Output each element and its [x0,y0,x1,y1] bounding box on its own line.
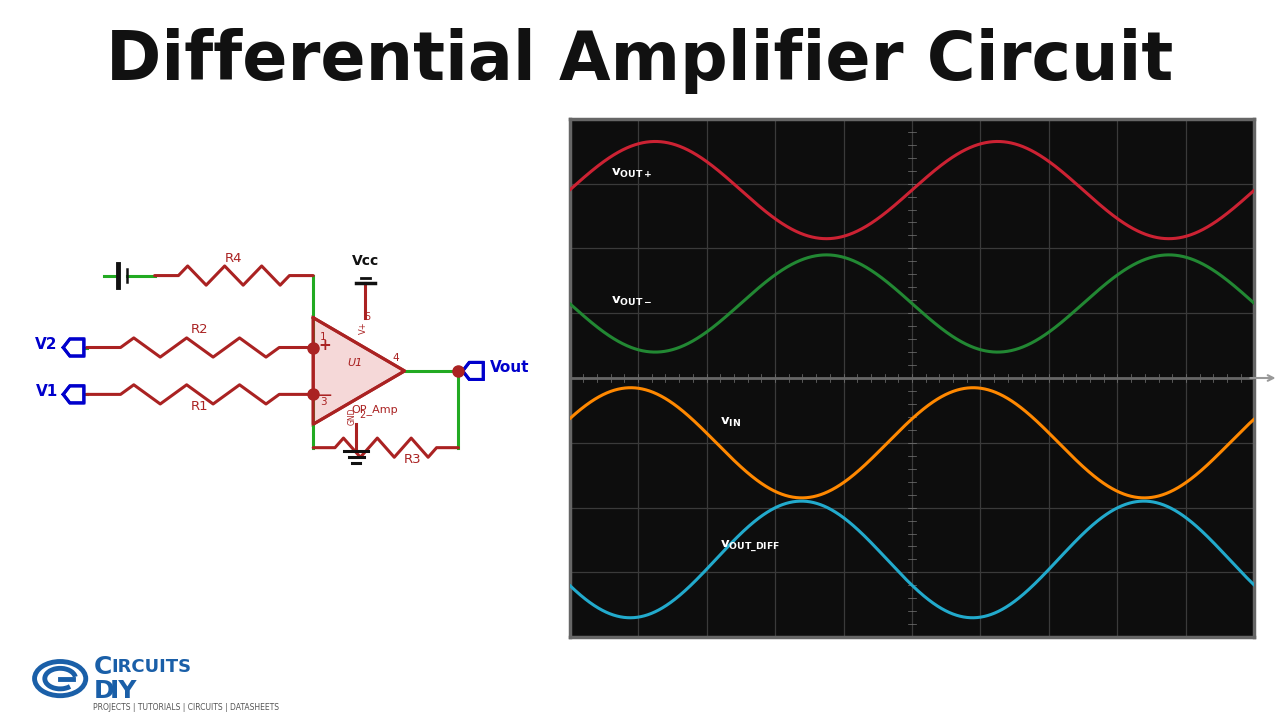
Text: R2: R2 [191,323,209,336]
Text: −: − [317,386,333,405]
Text: 5: 5 [365,312,370,323]
Text: GND: GND [348,408,357,425]
Text: Differential Amplifier Circuit: Differential Amplifier Circuit [106,27,1174,94]
Text: $\mathbf{v_{OUT\_DIFF}}$: $\mathbf{v_{OUT\_DIFF}}$ [721,539,781,554]
Text: R4: R4 [225,252,243,265]
Text: 3: 3 [320,397,326,407]
Text: OP_Amp: OP_Amp [352,404,398,415]
Text: 1: 1 [320,332,326,342]
Text: 2: 2 [358,410,365,420]
Text: R1: R1 [191,400,209,413]
Text: V2: V2 [36,338,58,352]
Text: $\mathbf{v_{IN}}$: $\mathbf{v_{IN}}$ [721,415,741,428]
Text: C: C [93,654,111,679]
Text: V1: V1 [36,384,58,399]
Text: +: + [319,338,332,353]
Text: R3: R3 [404,453,421,466]
Text: Vcc: Vcc [352,254,379,268]
Polygon shape [314,318,404,424]
Text: U1: U1 [347,358,362,368]
Polygon shape [63,386,84,403]
Text: IRCUITS: IRCUITS [111,657,192,675]
Text: $\mathbf{v_{OUT+}}$: $\mathbf{v_{OUT+}}$ [611,167,652,180]
Polygon shape [462,362,484,379]
Text: PROJECTS | TUTORIALS | CIRCUITS | DATASHEETS: PROJECTS | TUTORIALS | CIRCUITS | DATASH… [93,703,279,712]
Text: V+: V+ [358,321,367,333]
Text: Vout: Vout [490,360,529,375]
Polygon shape [63,339,84,356]
Text: IY: IY [110,678,137,703]
Text: 4: 4 [393,354,399,364]
Text: D: D [93,678,114,703]
Text: $\mathbf{v_{OUT-}}$: $\mathbf{v_{OUT-}}$ [611,294,652,308]
